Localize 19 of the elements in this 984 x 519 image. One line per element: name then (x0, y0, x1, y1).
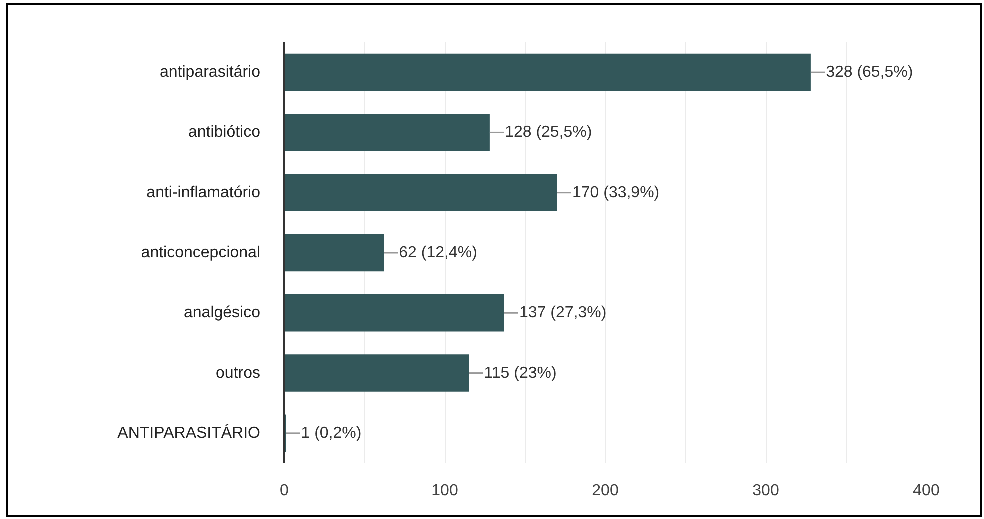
y-tick-label: analgésico (184, 304, 261, 322)
x-tick-label: 0 (280, 482, 290, 500)
data-label: 170 (33,9%) (572, 184, 660, 202)
x-tick-label: 400 (913, 482, 940, 500)
data-label: 137 (27,3%) (520, 304, 607, 322)
y-tick-label: antiparasitário (160, 64, 261, 82)
x-tick-label: 200 (592, 482, 619, 500)
data-label: 62 (12,4%) (399, 244, 478, 262)
data-label: 115 (23%) (484, 364, 557, 382)
data-label: 1 (0,2%) (301, 424, 362, 442)
y-tick-label: anticoncepcional (141, 244, 261, 262)
data-label: 128 (25,5%) (505, 124, 592, 142)
x-tick-label: 100 (432, 482, 458, 500)
y-tick-label: anti-inflamatório (146, 184, 261, 202)
x-tick-label: 300 (752, 482, 780, 500)
data-label: 328 (65,5%) (826, 64, 914, 82)
y-tick-label: outros (216, 364, 260, 382)
y-tick-label: antibiótico (188, 124, 261, 142)
y-tick-label: ANTIPARASITÁRIO (118, 424, 261, 442)
